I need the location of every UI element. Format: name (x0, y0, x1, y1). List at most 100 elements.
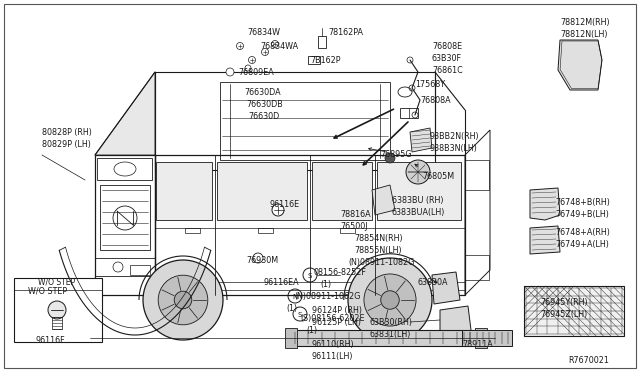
Text: 76749+B(LH): 76749+B(LH) (555, 210, 609, 219)
Text: 76748+B(RH): 76748+B(RH) (555, 198, 610, 207)
Circle shape (48, 301, 66, 319)
Polygon shape (440, 306, 472, 342)
Bar (130, 265, 150, 275)
Text: 78162PA: 78162PA (328, 28, 363, 37)
Text: 63B30(RH): 63B30(RH) (370, 318, 413, 327)
Bar (290, 330, 475, 346)
Circle shape (385, 153, 395, 163)
Text: S: S (298, 312, 302, 318)
Text: N: N (292, 294, 298, 300)
Bar (308, 56, 320, 64)
Bar (465, 160, 489, 190)
Text: 96124P (RH): 96124P (RH) (312, 306, 362, 315)
Circle shape (262, 48, 269, 55)
Text: 76895G: 76895G (380, 150, 412, 159)
Circle shape (348, 258, 432, 342)
Bar (14, 278, 102, 342)
Bar (97, 158, 152, 180)
Bar (400, 108, 418, 118)
Text: 93BB2N(RH): 93BB2N(RH) (430, 132, 479, 141)
Text: 7B162P: 7B162P (310, 56, 340, 65)
Text: 76808E: 76808E (432, 42, 462, 51)
Bar (95, 258, 155, 276)
Bar (340, 228, 355, 233)
Circle shape (406, 160, 430, 184)
Text: 76749+A(LH): 76749+A(LH) (555, 240, 609, 249)
Polygon shape (95, 72, 155, 155)
Text: 78911A: 78911A (462, 340, 493, 349)
Text: 17568Y: 17568Y (415, 80, 445, 89)
Text: 78812M(RH): 78812M(RH) (560, 18, 610, 27)
Polygon shape (372, 185, 395, 215)
Text: R7670021: R7670021 (568, 356, 609, 365)
Circle shape (407, 57, 413, 63)
Text: (N)08911-1082G: (N)08911-1082G (348, 258, 414, 267)
Text: (S)08156-6202E: (S)08156-6202E (300, 314, 365, 323)
Text: 63B30F: 63B30F (432, 54, 462, 63)
Bar (185, 228, 200, 233)
Text: 96116E: 96116E (270, 200, 300, 209)
Text: 78855N(LH): 78855N(LH) (354, 246, 402, 255)
Bar (462, 330, 512, 346)
Circle shape (253, 253, 263, 263)
Polygon shape (410, 128, 432, 152)
Bar (465, 255, 489, 280)
Text: (1): (1) (286, 304, 297, 313)
Text: W/O STEP: W/O STEP (38, 278, 76, 286)
Text: 76834W: 76834W (247, 28, 280, 37)
Circle shape (271, 41, 278, 48)
Text: 938B3N(LH): 938B3N(LH) (430, 144, 478, 153)
Text: 76630DA: 76630DA (244, 88, 280, 97)
Polygon shape (530, 188, 560, 220)
Circle shape (272, 204, 284, 216)
Bar (156, 162, 212, 220)
Text: 78816A: 78816A (340, 210, 371, 219)
Text: 96116EA: 96116EA (264, 278, 300, 287)
Circle shape (245, 65, 251, 71)
Text: W/O STEP: W/O STEP (28, 286, 67, 295)
Circle shape (143, 260, 223, 340)
Circle shape (158, 275, 208, 325)
Circle shape (237, 42, 243, 49)
Text: 80829P (LH): 80829P (LH) (42, 140, 91, 149)
Text: 96110(RH): 96110(RH) (312, 340, 355, 349)
Text: 76945Z(LH): 76945Z(LH) (540, 310, 588, 319)
Text: (1): (1) (306, 326, 317, 335)
Bar (475, 328, 487, 348)
Polygon shape (558, 40, 602, 90)
Text: (N)08911-1062G: (N)08911-1062G (294, 292, 360, 301)
Circle shape (364, 274, 416, 326)
Circle shape (381, 291, 399, 309)
Text: 76805M: 76805M (422, 172, 454, 181)
Text: (1): (1) (320, 280, 331, 289)
Text: 96111(LH): 96111(LH) (312, 352, 353, 361)
Circle shape (226, 68, 234, 76)
Text: 76630D: 76630D (248, 112, 279, 121)
Circle shape (409, 85, 415, 91)
Bar (524, 286, 624, 336)
Text: 76834WA: 76834WA (260, 42, 298, 51)
Polygon shape (530, 226, 560, 254)
Text: 76500J: 76500J (340, 222, 367, 231)
Circle shape (174, 291, 192, 309)
Text: 76945Y(RH): 76945Y(RH) (540, 298, 588, 307)
Text: 76808A: 76808A (420, 96, 451, 105)
Text: 76861C: 76861C (432, 66, 463, 75)
Text: 76748+A(RH): 76748+A(RH) (555, 228, 610, 237)
Bar (258, 228, 273, 233)
Bar (318, 36, 326, 48)
Bar (52, 317, 62, 329)
Text: 78854N(RH): 78854N(RH) (354, 234, 403, 243)
Text: 63831(LH): 63831(LH) (370, 330, 412, 339)
Circle shape (412, 112, 418, 118)
Text: 6383BU (RH): 6383BU (RH) (392, 196, 444, 205)
Text: 76809EA: 76809EA (238, 68, 274, 77)
Text: 96125P (LH): 96125P (LH) (312, 318, 361, 327)
Bar (155, 282, 465, 290)
Polygon shape (432, 272, 460, 304)
Text: 76930M: 76930M (246, 256, 278, 265)
Bar (217, 162, 307, 220)
Text: S: S (308, 273, 312, 279)
Text: 63830A: 63830A (418, 278, 449, 287)
Bar (377, 162, 461, 220)
